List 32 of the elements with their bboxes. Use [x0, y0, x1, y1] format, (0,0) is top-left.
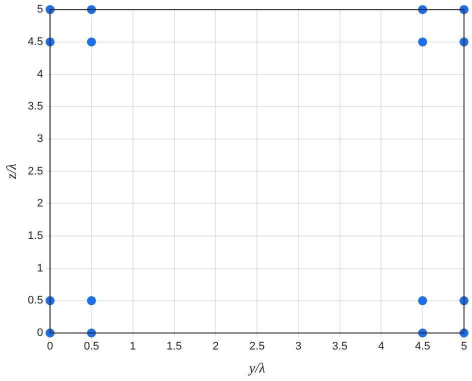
x-tick-label: 3.5	[332, 340, 348, 353]
x-tick-label: 1	[130, 340, 136, 353]
y-tick-label: 4.5	[28, 36, 44, 48]
y-tick-label: 1	[36, 262, 44, 274]
point	[418, 296, 428, 306]
x-tick-label: 4.5	[414, 340, 430, 353]
y-tick-label: 0	[36, 327, 44, 340]
y-tick-label: 3.5	[28, 100, 44, 113]
x-axis-title: y/λ	[246, 361, 266, 376]
x-tick-label: 3	[295, 340, 302, 353]
y-tick-label: 1.5	[28, 230, 44, 242]
point	[46, 37, 55, 46]
y-tick-label: 2.5	[28, 165, 44, 178]
x-tick-label: 0	[47, 340, 54, 353]
x-tick-label: 4	[378, 340, 384, 353]
point	[46, 5, 55, 14]
point	[86, 328, 96, 338]
y-tick-label: 0.5	[28, 294, 44, 307]
y-tick-label: 3	[36, 132, 44, 145]
y-axis-title: z/λ	[5, 164, 20, 180]
y-tick-label: 4	[36, 68, 44, 80]
y-tick-label: 2	[36, 198, 44, 210]
point	[86, 37, 96, 46]
x-tick-label: 5	[460, 340, 468, 353]
point	[418, 37, 428, 46]
x-tick-label: 0.5	[84, 340, 100, 353]
y-tick-label: 5	[36, 4, 44, 16]
x-tick-label: 2	[212, 340, 219, 353]
x-tick-label: 1.5	[166, 340, 182, 353]
x-tick-label: 2.5	[249, 340, 265, 353]
point	[460, 328, 468, 338]
point	[86, 296, 96, 306]
